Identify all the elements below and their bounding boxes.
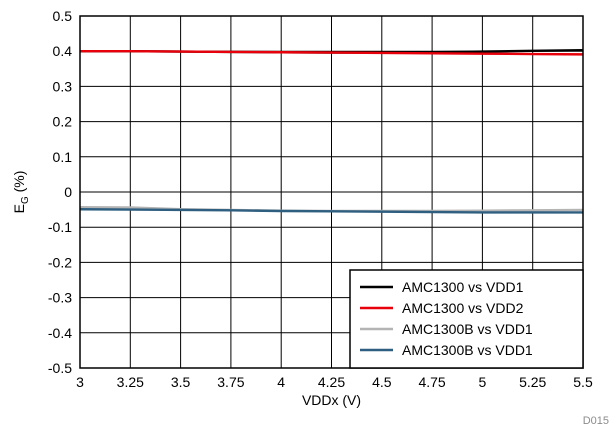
y-tick-label: 0.4 — [53, 43, 73, 59]
legend: AMC1300 vs VDD1 AMC1300 vs VDD2 AMC1300B v… — [349, 269, 584, 369]
y-axis-title-unit: (%) — [11, 171, 27, 197]
plot-frame — [79, 15, 584, 369]
y-tick-label: -0.1 — [48, 219, 72, 235]
x-tick-label: 3 — [76, 374, 84, 390]
y-tick-label: 0 — [64, 184, 72, 200]
series-line-2 — [80, 50, 584, 56]
x-tick-label: 4.5 — [372, 374, 392, 390]
y-tick-label: -0.3 — [48, 290, 72, 306]
x-tick-label: 4.25 — [318, 374, 345, 390]
x-tick-label: 5.25 — [519, 374, 546, 390]
x-tick-label: 3.5 — [171, 374, 191, 390]
series-line-4 — [79, 208, 583, 214]
x-tick-label: 4 — [277, 374, 285, 390]
y-axis-title-main: E — [11, 204, 27, 213]
y-tick-label: -0.4 — [48, 325, 72, 341]
y-axis-title-sub: G — [20, 196, 31, 204]
legend-label: AMC1300B vs VDD1 — [402, 321, 533, 337]
y-tick-label: 0.3 — [53, 78, 73, 94]
y-tick-label: 0.5 — [53, 8, 73, 24]
figure-id: D015 — [583, 415, 609, 427]
x-tick-label: 3.75 — [217, 374, 244, 390]
y-axis-title: EG (%) — [11, 171, 31, 214]
legend-label: AMC1300 vs VDD1 — [402, 279, 524, 295]
y-tick-label: 0.1 — [53, 149, 73, 165]
x-tick-label: 4.75 — [418, 374, 445, 390]
y-tick-label: -0.2 — [48, 254, 72, 270]
x-tick-label: 5 — [479, 374, 487, 390]
legend-label: AMC1300B vs VDD1 — [402, 342, 533, 358]
y-tick-label: 0.2 — [53, 114, 73, 130]
x-tick-label: 3.25 — [117, 374, 144, 390]
x-axis-title: VDDx (V) — [302, 392, 361, 408]
series-lines — [79, 48, 584, 214]
legend-label: AMC1300 vs VDD2 — [402, 300, 524, 316]
y-tick-label: -0.5 — [48, 360, 72, 376]
y-tick-labels: 0.5 0.4 0.3 0.2 0.1 0 -0.1 -0.2 -0.3 -0.4 -0.5 — [48, 8, 72, 376]
x-tick-label: 5.5 — [573, 374, 593, 390]
x-tick-labels: 3 3.25 3.5 3.75 4 4.25 4.5 4.75 5 5.25 5.5 — [76, 374, 593, 390]
